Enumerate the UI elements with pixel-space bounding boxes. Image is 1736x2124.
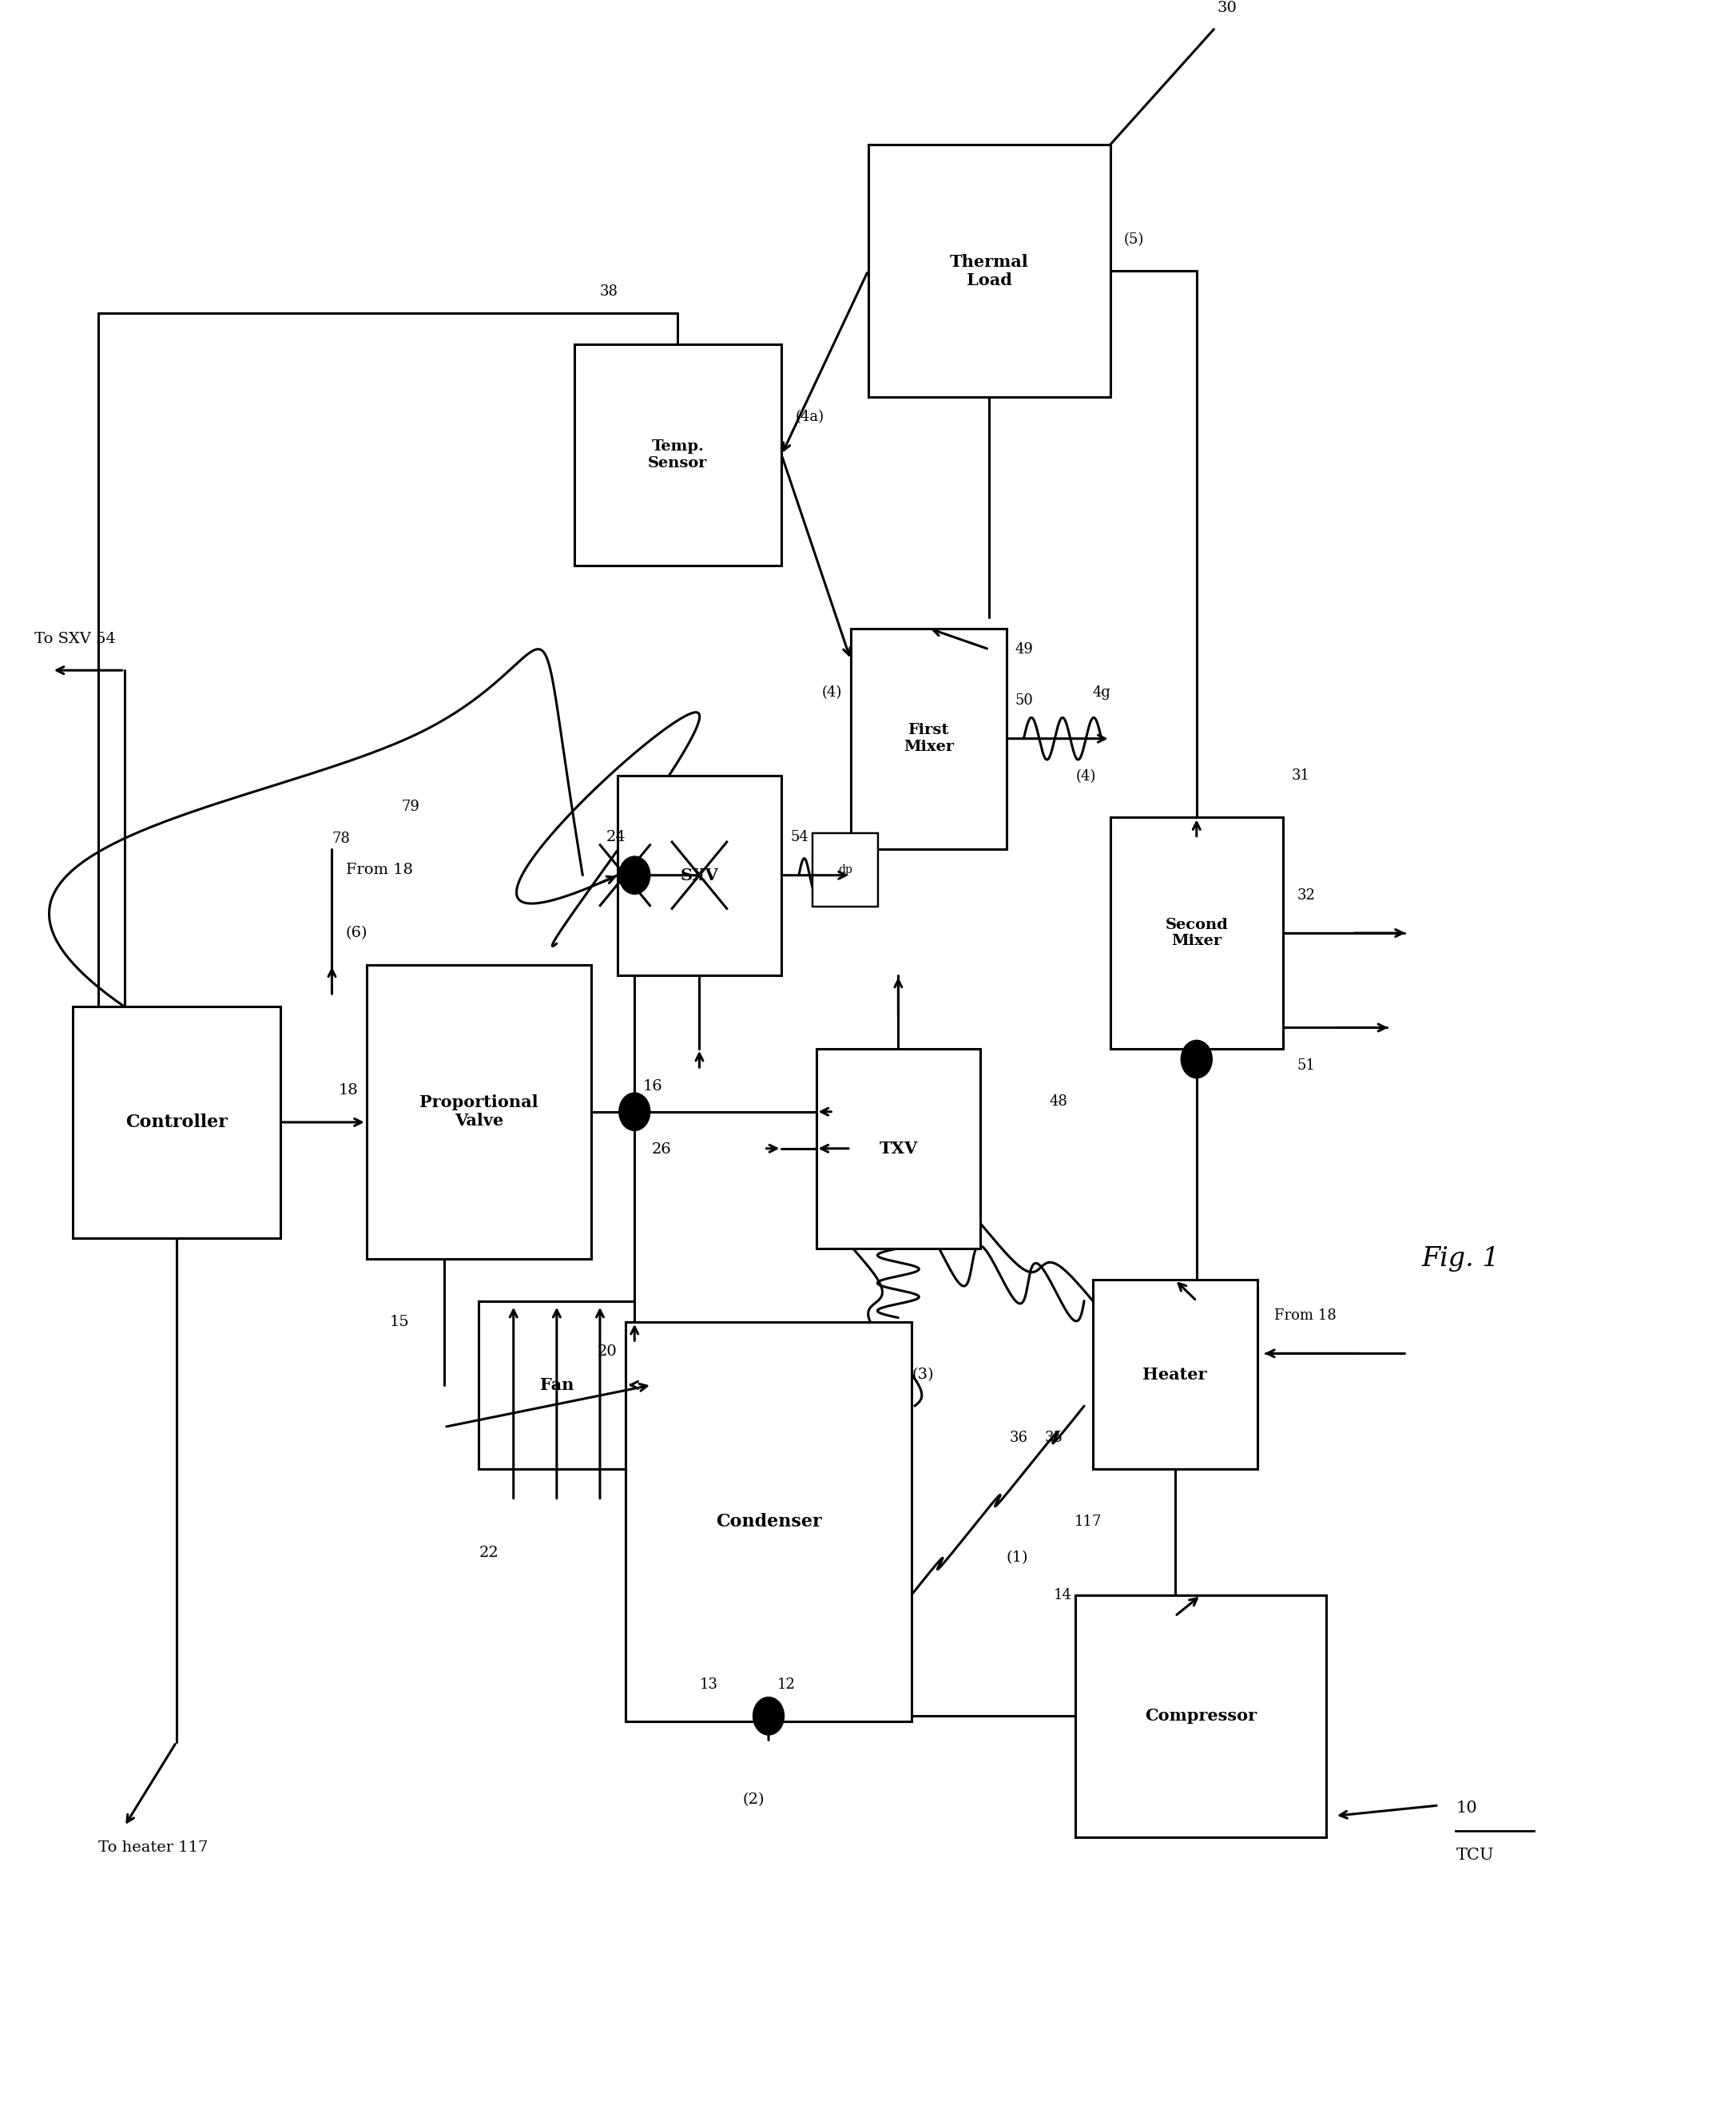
Text: 12: 12 [778, 1678, 795, 1691]
Text: Heater: Heater [1142, 1366, 1207, 1383]
Text: (5): (5) [1123, 232, 1144, 246]
Text: (4): (4) [1076, 769, 1095, 784]
Bar [575, 344, 781, 565]
Text: From 18: From 18 [1274, 1308, 1337, 1323]
Bar [816, 1049, 981, 1249]
Text: 36: 36 [1010, 1429, 1028, 1444]
Text: 78: 78 [332, 830, 351, 845]
Circle shape [753, 1697, 785, 1735]
Text: 31: 31 [1292, 769, 1311, 782]
Text: Controller: Controller [125, 1113, 227, 1130]
Text: 10: 10 [1457, 1801, 1477, 1816]
Circle shape [620, 1094, 649, 1130]
Text: 38: 38 [601, 285, 618, 299]
Circle shape [620, 856, 649, 894]
Bar [1076, 1595, 1326, 1837]
Bar [366, 964, 592, 1260]
Text: 54: 54 [790, 830, 809, 845]
Bar [627, 1321, 911, 1720]
Bar [618, 775, 781, 975]
Text: 117: 117 [1075, 1514, 1102, 1529]
Text: Proportional
Valve: Proportional Valve [420, 1094, 538, 1130]
Text: 22: 22 [479, 1546, 498, 1561]
Text: 14: 14 [1054, 1589, 1073, 1601]
Text: TCU: TCU [1457, 1848, 1495, 1863]
Circle shape [1180, 1041, 1212, 1079]
Text: (1): (1) [1007, 1551, 1028, 1565]
Bar [812, 833, 878, 907]
Bar [851, 629, 1007, 850]
Text: 49: 49 [1016, 641, 1033, 656]
Text: 48: 48 [1050, 1094, 1068, 1109]
Text: Fig. 1: Fig. 1 [1422, 1247, 1500, 1272]
Text: 50: 50 [1016, 695, 1033, 707]
Text: 15: 15 [391, 1315, 410, 1330]
Text: 51: 51 [1297, 1058, 1316, 1073]
Text: 4g: 4g [1094, 686, 1111, 699]
Bar [1109, 818, 1283, 1049]
Text: Thermal
Load: Thermal Load [950, 253, 1028, 289]
Text: 13: 13 [700, 1678, 717, 1691]
Text: 24: 24 [606, 830, 627, 845]
Text: (6): (6) [345, 926, 368, 941]
Text: Condenser: Condenser [715, 1512, 821, 1531]
Text: 26: 26 [651, 1143, 672, 1158]
Text: First
Mixer: First Mixer [903, 722, 953, 754]
Text: From 18: From 18 [345, 862, 413, 877]
Text: (2): (2) [743, 1793, 764, 1808]
Text: Temp.
Sensor: Temp. Sensor [648, 440, 708, 469]
Text: Fan: Fan [540, 1376, 573, 1393]
Text: dp: dp [838, 864, 852, 875]
Text: 32: 32 [1297, 888, 1316, 903]
Text: 20: 20 [597, 1344, 618, 1359]
Bar [73, 1007, 279, 1238]
Bar [1094, 1281, 1257, 1470]
Bar [868, 144, 1109, 397]
Text: Compressor: Compressor [1146, 1708, 1257, 1725]
Text: SXV: SXV [681, 867, 719, 884]
Text: 30: 30 [1217, 0, 1238, 15]
Text: Second
Mixer: Second Mixer [1165, 918, 1227, 949]
Text: (4a): (4a) [795, 410, 825, 425]
Text: (3): (3) [911, 1368, 934, 1381]
Text: 35: 35 [1045, 1429, 1062, 1444]
Text: TXV: TXV [878, 1141, 918, 1155]
Text: (4): (4) [821, 686, 842, 699]
Text: 18: 18 [339, 1083, 358, 1098]
Text: To heater 117: To heater 117 [99, 1839, 208, 1854]
Bar [479, 1300, 635, 1470]
Text: 16: 16 [642, 1079, 663, 1094]
Text: To SXV 54: To SXV 54 [35, 631, 116, 646]
Text: 79: 79 [401, 801, 420, 813]
